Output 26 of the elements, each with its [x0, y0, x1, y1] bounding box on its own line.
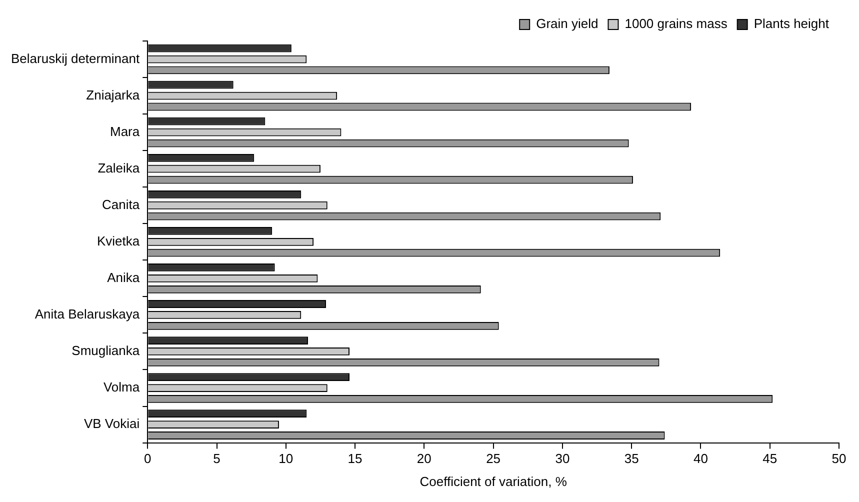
- y-tick-label: Anika: [107, 270, 140, 286]
- y-tick-label: Kvietka: [96, 233, 140, 248]
- legend-label: Plants height: [754, 16, 830, 32]
- x-tick-label: 25: [486, 451, 501, 466]
- y-tick-label: Volma: [103, 380, 140, 395]
- x-axis-title: Coefficient of variation, %: [420, 474, 568, 489]
- y-tick-label: Zaleika: [98, 160, 140, 176]
- x-tick-label: 5: [213, 451, 220, 466]
- x-tick-label: 45: [762, 451, 778, 466]
- x-tick-label: 50: [832, 451, 846, 466]
- x-tick-label: 15: [348, 451, 362, 466]
- legend-label: Grain yield: [536, 16, 598, 32]
- y-tick-label: Canita: [102, 196, 140, 212]
- x-tick-label: 35: [624, 451, 639, 466]
- x-tick-label: 40: [693, 451, 708, 466]
- legend-label: 1000 grains mass: [624, 16, 728, 32]
- y-tick-label: Zniajarka: [86, 87, 140, 102]
- y-tick-label: VB Vokiai: [84, 416, 140, 432]
- x-tick-label: 20: [416, 451, 432, 466]
- x-tick-label: 0: [144, 451, 152, 466]
- x-tick-label: 10: [278, 451, 294, 466]
- y-tick-label: Anita Belaruskaya: [34, 306, 140, 322]
- y-tick-label: Smuglianka: [72, 343, 140, 358]
- y-tick-label: Mara: [110, 124, 140, 139]
- y-tick-label: Belaruskij determinant: [10, 50, 140, 66]
- x-tick-label: 30: [555, 451, 570, 466]
